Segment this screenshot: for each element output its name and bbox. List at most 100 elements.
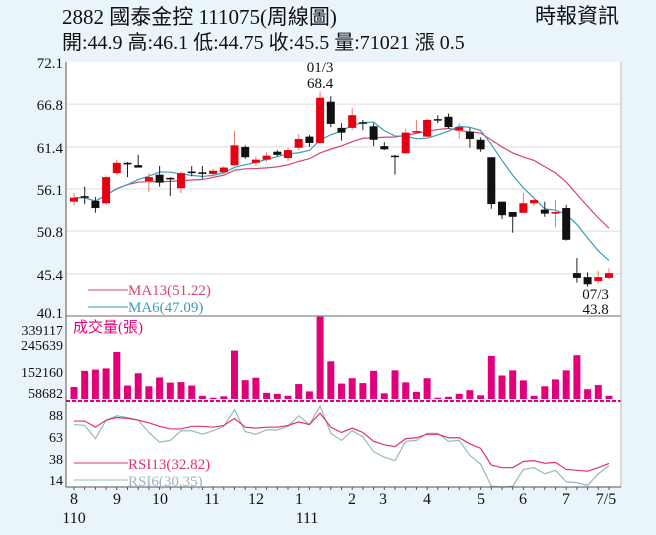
candle-body (583, 277, 592, 285)
volume-bar (252, 377, 260, 399)
volume-bar (220, 396, 228, 399)
volume-bar (231, 350, 238, 399)
price-tick-label: 50.8 (37, 225, 63, 241)
volume-bar (594, 385, 602, 399)
volume-bar (359, 383, 367, 399)
x-month-label: 7 (562, 491, 570, 508)
candle-body (369, 126, 378, 140)
candle-body (605, 273, 613, 278)
candle-body (230, 145, 239, 166)
price-tick-label: 66.8 (37, 98, 63, 114)
volume-tick-label: 339117 (22, 324, 63, 339)
volume-bar (156, 377, 164, 399)
volume-bar (412, 391, 420, 399)
candle-body (380, 146, 389, 150)
candle-body (348, 115, 357, 128)
candle-body (102, 177, 111, 204)
ma-legend-label: MA6(47.09) (128, 300, 203, 316)
candle-body (433, 119, 442, 121)
volume-bar (124, 385, 131, 399)
candle-body (123, 162, 132, 165)
volume-bar (305, 391, 313, 399)
volume-bar (391, 370, 399, 399)
annotation-value: 68.4 (307, 76, 334, 92)
candle-body (487, 157, 496, 205)
candle-body (540, 209, 549, 214)
candle-body (262, 155, 271, 160)
volume-bar (273, 393, 281, 399)
rsi-line (74, 412, 610, 472)
candle-body (572, 273, 581, 278)
candle-body (305, 136, 314, 143)
rsi-tick-label: 38 (49, 453, 63, 468)
volume-bar (573, 355, 581, 399)
candle-body (80, 196, 89, 198)
rsi-tick-label: 14 (49, 474, 63, 489)
annotation-value: 43.8 (582, 302, 608, 318)
volume-bar (91, 369, 99, 399)
candle-body (209, 170, 218, 174)
candle-body (316, 97, 325, 143)
annotation-date: 01/3 (307, 60, 334, 76)
price-tick-label: 61.4 (37, 141, 64, 157)
candle-body (423, 119, 432, 137)
candle-body (594, 277, 603, 282)
volume-tick-label: 245639 (21, 339, 63, 354)
volume-bar (81, 370, 89, 399)
source-label: 時報資訊 (535, 4, 619, 28)
price-tick-label: 45.4 (37, 268, 64, 284)
annotation-date: 07/3 (582, 287, 609, 303)
candle-body (198, 172, 207, 174)
candle-body (551, 212, 560, 214)
volume-bar (434, 397, 442, 399)
x-month-label: 10 (152, 491, 168, 508)
candle-body (412, 131, 421, 133)
x-month-label: 6 (519, 491, 527, 508)
volume-bar (145, 386, 153, 399)
candle-body (155, 174, 164, 183)
volume-bar (327, 361, 335, 399)
volume-bar (530, 395, 538, 399)
volume-title: 成交量(張) (73, 318, 143, 336)
price-tick-label: 56.1 (37, 183, 63, 199)
volume-bar (209, 397, 217, 399)
volume-bar (477, 395, 485, 399)
volume-bar (134, 373, 142, 399)
candle-body (444, 116, 453, 128)
candle-body (166, 177, 175, 180)
x-month-label: 8 (70, 491, 78, 508)
candle-body (519, 203, 528, 213)
volume-bar (188, 385, 196, 399)
plot-area (66, 62, 621, 487)
volume-bar (370, 370, 378, 399)
x-month-label: 1 (295, 491, 303, 508)
candle-body (241, 146, 250, 158)
volume-bar (113, 352, 121, 399)
volume-bar (295, 384, 303, 399)
rsi-line (73, 404, 610, 488)
volume-bar (509, 370, 517, 399)
volume-bar (241, 380, 249, 399)
candle-body (177, 173, 185, 189)
volume-bar (263, 392, 271, 399)
candle-body (465, 131, 474, 139)
rsi-legend-label: RSI6(30.35) (128, 474, 203, 490)
price-tick-label: 40.1 (37, 306, 63, 322)
volume-bar (198, 395, 206, 399)
volume-bar (519, 380, 527, 399)
volume-bar (348, 378, 356, 399)
price-tick-label: 72.1 (37, 56, 63, 72)
volume-bar (423, 378, 431, 399)
volume-bar (562, 370, 570, 399)
candle-body (70, 197, 78, 202)
x-month-label: 3 (379, 491, 387, 508)
volume-tick-label: 58682 (28, 387, 63, 402)
volume-bar (316, 316, 324, 399)
candle-body (144, 177, 153, 182)
candle-body (508, 212, 517, 217)
candle-body (326, 101, 335, 124)
candle-body (337, 127, 346, 133)
candle-body (219, 167, 228, 173)
